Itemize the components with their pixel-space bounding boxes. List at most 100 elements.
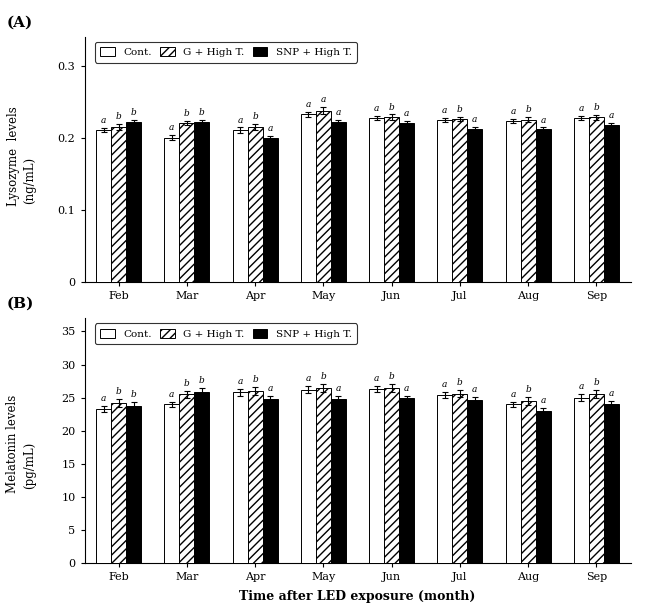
Text: a: a [101,394,107,403]
Text: b: b [389,103,395,111]
Text: b: b [131,390,136,399]
Text: (A): (A) [6,15,32,29]
Bar [263,138,278,282]
Text: b: b [389,372,395,381]
Bar [574,398,589,563]
Bar [384,118,399,282]
Bar [437,395,452,563]
Legend: Cont., G + High T., SNP + High T.: Cont., G + High T., SNP + High T. [95,42,357,62]
Bar [331,122,346,282]
Bar [574,118,589,282]
Bar [506,405,521,563]
Bar [233,130,248,282]
Bar [111,127,126,282]
Bar [589,394,604,563]
Text: a: a [306,100,311,109]
Text: (ng/mL): (ng/mL) [23,157,36,204]
Bar [126,406,141,563]
Text: a: a [237,116,243,124]
Text: b: b [525,385,531,394]
Bar [301,114,316,282]
Bar [233,392,248,563]
Bar [452,394,467,563]
Text: a: a [608,389,614,398]
Bar [369,118,384,282]
Text: a: a [540,397,546,405]
Bar [604,125,619,282]
Text: Melatonin levels: Melatonin levels [6,395,20,493]
Text: b: b [525,105,531,114]
Bar [467,400,482,563]
Bar [164,138,179,282]
Text: a: a [169,390,175,398]
Bar [194,122,209,282]
Text: a: a [320,95,326,104]
Text: (pg/mL): (pg/mL) [23,441,36,489]
Text: b: b [116,387,122,396]
Text: a: a [169,124,175,132]
Text: a: a [608,111,614,120]
Text: a: a [578,104,584,113]
Text: a: a [540,116,546,124]
Bar [521,401,536,563]
Text: b: b [457,105,463,114]
Text: a: a [510,107,516,116]
Text: Lysozyme  levels: Lysozyme levels [6,106,20,206]
Bar [369,389,384,563]
Bar [179,394,194,563]
Bar [316,111,331,282]
Bar [467,129,482,282]
Text: b: b [116,112,122,121]
Text: b: b [184,379,190,388]
Text: a: a [442,379,448,389]
Text: b: b [252,112,258,121]
Bar [536,129,551,282]
Bar [164,405,179,563]
Bar [589,118,604,282]
Text: b: b [457,378,463,387]
Text: b: b [593,103,599,112]
Text: a: a [442,106,448,115]
Bar [96,409,111,563]
Text: (B): (B) [6,297,34,311]
Text: b: b [199,376,205,386]
Bar [263,399,278,563]
Text: a: a [267,384,273,393]
Bar [301,390,316,563]
Text: a: a [374,104,380,113]
Text: a: a [472,115,478,124]
Text: a: a [510,390,516,398]
Text: a: a [237,377,243,386]
Text: a: a [404,384,410,393]
Text: a: a [374,374,380,382]
Text: b: b [252,375,258,384]
Text: a: a [335,384,341,394]
Bar [194,392,209,563]
Bar [399,398,414,563]
Bar [521,119,536,282]
Text: a: a [101,116,107,125]
Text: b: b [131,108,136,116]
Text: a: a [306,375,311,384]
Text: a: a [335,108,341,116]
Text: a: a [578,382,584,392]
Bar [452,119,467,282]
X-axis label: Time after LED exposure (month): Time after LED exposure (month) [239,591,476,603]
Text: b: b [320,372,326,381]
Bar [96,130,111,282]
Text: b: b [199,108,205,116]
Bar [331,399,346,563]
Legend: Cont., G + High T., SNP + High T.: Cont., G + High T., SNP + High T. [95,324,357,344]
Text: a: a [404,109,410,118]
Bar [126,122,141,282]
Text: b: b [184,109,190,118]
Bar [399,123,414,282]
Bar [506,121,521,282]
Text: b: b [593,378,599,387]
Bar [248,127,263,282]
Text: a: a [267,124,273,133]
Bar [316,388,331,563]
Bar [248,391,263,563]
Bar [536,411,551,563]
Bar [604,403,619,563]
